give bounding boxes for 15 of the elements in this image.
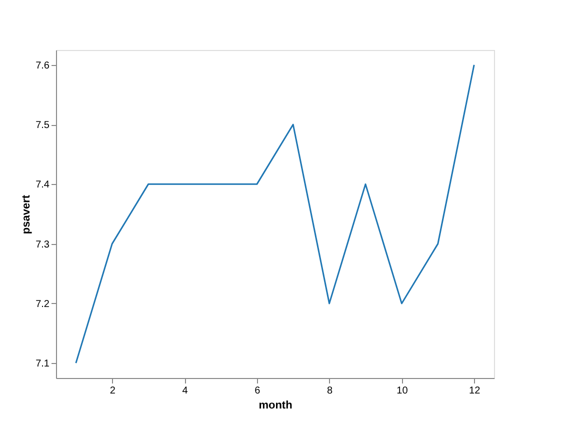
x-tick-label: 12 (469, 386, 481, 396)
y-tick-label: 7.1 (36, 358, 50, 370)
y-tick-label: 7.2 (36, 298, 50, 310)
x-tick-label: 6 (254, 386, 261, 396)
x-axis-title: month (258, 400, 293, 412)
line-series (75, 64, 475, 364)
y-axis-title: psavert (20, 194, 33, 234)
x-tick-label: 4 (182, 386, 188, 396)
x-tick-label: 8 (327, 386, 334, 396)
y-tick-label: 7.3 (36, 239, 50, 250)
y-tick-label: 7.4 (36, 180, 50, 191)
y-tick-label: 7.6 (36, 60, 50, 72)
x-tick-label: 10 (396, 386, 408, 396)
y-tick-label: 7.5 (36, 120, 50, 132)
x-tick-label: 2 (110, 386, 116, 396)
